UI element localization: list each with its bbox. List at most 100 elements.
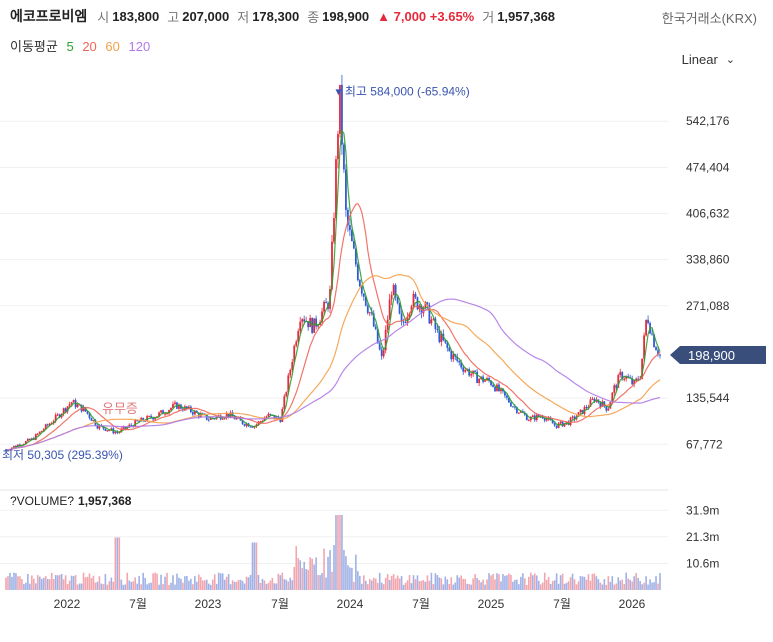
candle-body <box>611 392 614 403</box>
volume-bar <box>655 576 657 590</box>
candle-body <box>66 406 69 412</box>
candle-body <box>96 425 99 429</box>
volume-bar <box>76 584 79 590</box>
volume-bar <box>458 577 461 590</box>
candle-body <box>158 412 160 417</box>
volume-bar <box>462 578 465 590</box>
volume-bar <box>126 572 129 590</box>
candle-body <box>593 398 596 402</box>
volume-bar <box>166 572 168 590</box>
ma-60-line <box>5 273 661 451</box>
volume-bar <box>567 581 570 590</box>
candle-body <box>446 342 449 348</box>
volume-bar <box>217 572 220 590</box>
volume-bar <box>343 549 345 590</box>
volume-bar <box>295 546 298 590</box>
candle-body <box>653 334 655 348</box>
volume-bar <box>124 584 127 590</box>
candle-body <box>58 414 61 418</box>
volume-bar <box>96 581 99 590</box>
volume-bar <box>657 583 659 590</box>
volume-bar <box>585 579 588 590</box>
volume-bar <box>512 581 514 590</box>
volume-bar <box>579 575 582 590</box>
candle-body <box>523 412 526 415</box>
candle-body <box>285 392 288 397</box>
low-value: 178,300 <box>252 8 300 24</box>
close-value: 198,900 <box>322 8 370 24</box>
candle-body <box>279 418 282 422</box>
volume-bar <box>213 574 216 590</box>
candle-body <box>607 408 610 411</box>
volume-bar <box>251 542 254 590</box>
volume-bar <box>428 580 431 590</box>
candle-body <box>13 445 15 448</box>
candle-body <box>641 358 644 379</box>
volume-bar <box>148 583 150 590</box>
volume-bar <box>466 583 468 590</box>
volume-title-value: 1,957,368 <box>78 494 132 508</box>
exchange-label: 한국거래소(KRX) <box>661 11 757 26</box>
volume-tick-label: 31.9m <box>686 503 719 517</box>
volume-bar <box>450 577 453 590</box>
candle-body <box>605 406 608 411</box>
candle-body <box>372 313 375 327</box>
stock-name: 에코프로비엠 <box>10 8 88 24</box>
scale-selector[interactable]: Linear ⌄ <box>682 52 735 67</box>
candle-body <box>289 369 292 376</box>
volume-bar <box>619 580 622 590</box>
volume-bar <box>287 581 290 590</box>
volume-bar <box>382 584 385 590</box>
volume-bar <box>215 583 218 590</box>
candle-body <box>551 420 554 424</box>
volume-bar <box>317 575 319 590</box>
candle-body <box>174 402 176 404</box>
candle-body <box>380 349 383 357</box>
volume-bar <box>62 579 65 590</box>
candle-body <box>343 144 345 170</box>
candle-body <box>88 413 91 418</box>
candle-body <box>156 416 158 418</box>
volume-bar <box>345 556 347 590</box>
volume-bar <box>575 584 578 590</box>
volume-bar <box>368 578 371 590</box>
volume-bar <box>539 584 542 590</box>
volume-bar <box>321 572 323 590</box>
candle-body <box>76 404 79 408</box>
volume-bar <box>68 580 71 590</box>
candle-body <box>637 378 640 380</box>
candle-body <box>541 416 544 419</box>
volume-bar <box>285 579 288 590</box>
candle-body <box>617 375 620 388</box>
candle-body <box>333 217 335 242</box>
candle-body <box>619 372 622 376</box>
volume-bar <box>601 584 604 590</box>
volume-bar <box>301 568 303 590</box>
volume-bar <box>44 576 47 590</box>
volume-bar <box>349 567 351 590</box>
candle-body <box>70 402 73 405</box>
candle-body <box>108 430 111 432</box>
candle-body <box>404 322 407 324</box>
volume-bar <box>259 582 262 590</box>
candle-body <box>345 169 347 210</box>
volume-value: 1,957,368 <box>497 8 556 24</box>
volume-bar <box>339 515 341 590</box>
volume-bar <box>154 572 156 590</box>
candle-body <box>490 380 492 386</box>
candle-body <box>424 302 427 309</box>
volume-bar <box>23 584 25 590</box>
volume-bar <box>392 574 395 590</box>
volume-bar <box>436 575 439 590</box>
volume-bar <box>255 542 258 590</box>
volume-tick-label: 21.3m <box>686 530 719 544</box>
volume-bar <box>623 584 626 590</box>
candle-body <box>581 409 584 414</box>
volume-bar <box>587 574 590 590</box>
volume-bar <box>186 575 188 590</box>
volume-bar <box>565 582 568 590</box>
candle-body <box>406 316 409 323</box>
ma-legend[interactable]: 이동평균 5 20 60 120 <box>10 36 155 55</box>
volume-bar <box>102 584 105 590</box>
